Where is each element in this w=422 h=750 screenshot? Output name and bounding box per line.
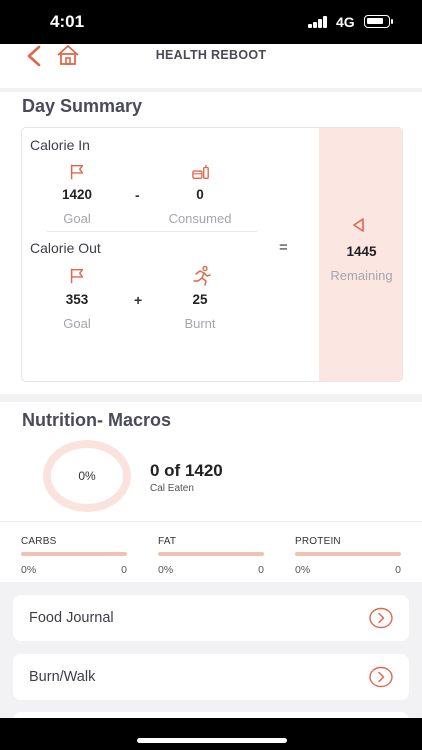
macro-protein: PROTEIN 0% 0 bbox=[295, 536, 401, 578]
nutrition-title: Nutrition- Macros bbox=[22, 410, 172, 430]
macro-name: FAT bbox=[158, 536, 177, 547]
triangle-left-icon bbox=[353, 218, 364, 232]
equals-operator: = bbox=[279, 239, 288, 256]
macro-name: PROTEIN bbox=[295, 536, 341, 547]
remaining-value: 1445 bbox=[346, 244, 377, 259]
status-bar: 4:01 4G bbox=[0, 0, 422, 44]
calorie-out-goal-value: 353 bbox=[65, 292, 89, 307]
calorie-in-goal-label: Goal bbox=[63, 211, 91, 226]
macro-amount: 0 bbox=[395, 564, 401, 576]
macro-carbs: CARBS 0% 0 bbox=[21, 536, 127, 578]
home-icon[interactable] bbox=[56, 44, 80, 68]
running-person-icon bbox=[193, 265, 211, 286]
minus-operator: - bbox=[135, 187, 140, 203]
macro-percent: 0% bbox=[158, 564, 174, 576]
nutrition-divider bbox=[0, 521, 422, 522]
home-indicator-area bbox=[0, 718, 422, 750]
consumed-value: 0 bbox=[196, 187, 204, 202]
macro-fat: FAT 0% 0 bbox=[158, 536, 264, 578]
macro-name: CARBS bbox=[21, 536, 57, 547]
flag-icon bbox=[70, 164, 84, 180]
macro-percent: 0% bbox=[295, 564, 311, 576]
macro-ring-percent: 0% bbox=[78, 469, 96, 483]
calorie-out-label: Calorie Out bbox=[30, 240, 101, 256]
food-journal-item[interactable]: Food Journal bbox=[13, 595, 409, 641]
macro-bar bbox=[295, 552, 401, 556]
summary-divider bbox=[47, 231, 257, 232]
signal-icon bbox=[308, 16, 330, 28]
consumed-label: Consumed bbox=[168, 211, 232, 226]
day-summary-box: Calorie In 1420 Goal - 0 Consumed Calori… bbox=[21, 127, 403, 382]
food-icon bbox=[192, 164, 209, 179]
plus-operator: + bbox=[134, 292, 143, 308]
chevron-right-circle-icon bbox=[369, 607, 393, 629]
network-label: 4G bbox=[336, 14, 355, 30]
macro-progress-ring bbox=[43, 440, 131, 512]
macro-percent: 0% bbox=[21, 564, 37, 576]
remaining-panel bbox=[319, 128, 402, 381]
macro-amount: 0 bbox=[258, 564, 264, 576]
navbar: HEALTH REBOOT bbox=[0, 44, 422, 88]
macro-bar bbox=[21, 552, 127, 556]
macro-bar bbox=[158, 552, 264, 556]
calorie-out-goal-label: Goal bbox=[63, 316, 91, 331]
calorie-in-label: Calorie In bbox=[30, 137, 90, 153]
battery-icon bbox=[364, 15, 393, 28]
home-indicator[interactable] bbox=[137, 738, 287, 743]
burnt-label: Burnt bbox=[184, 316, 216, 331]
status-time: 4:01 bbox=[50, 12, 85, 31]
calorie-in-goal-value: 1420 bbox=[61, 187, 93, 202]
page-title: HEALTH REBOOT bbox=[155, 48, 267, 62]
food-journal-label: Food Journal bbox=[29, 610, 114, 626]
remaining-label: Remaining bbox=[330, 268, 393, 283]
flag-icon bbox=[70, 268, 84, 284]
burn-walk-label: Burn/Walk bbox=[29, 669, 96, 685]
cal-eaten-label: Cal Eaten bbox=[150, 483, 194, 494]
burn-walk-item[interactable]: Burn/Walk bbox=[13, 654, 409, 700]
chevron-right-circle-icon bbox=[369, 666, 393, 688]
day-summary-title: Day Summary bbox=[22, 96, 143, 116]
macro-amount: 0 bbox=[121, 564, 127, 576]
burnt-value: 25 bbox=[192, 292, 208, 307]
cal-eaten-value: 0 of 1420 bbox=[150, 461, 223, 480]
chevron-left-icon[interactable] bbox=[22, 44, 48, 70]
